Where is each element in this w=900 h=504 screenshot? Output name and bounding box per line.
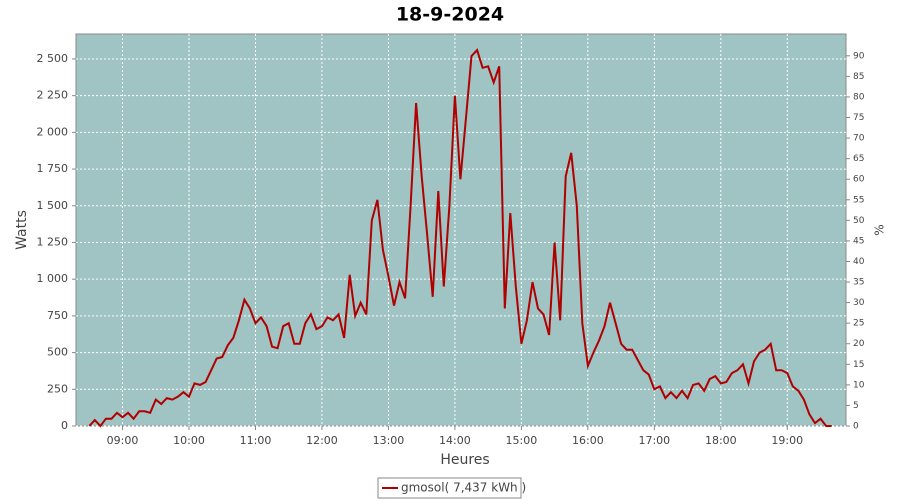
y-tick-label: 0 xyxy=(61,419,68,432)
legend-label: gmosol( 7,437 kWh ) xyxy=(401,481,526,495)
y2-tick-label: 50 xyxy=(853,216,865,226)
x-tick-label: 12:00 xyxy=(306,434,338,447)
y2-tick-label: 65 xyxy=(853,154,864,164)
y2-axis-label: % xyxy=(873,224,887,235)
x-axis-label: Heures xyxy=(440,452,489,468)
y2-tick-label: 90 xyxy=(853,51,865,61)
y-tick-label: 1 250 xyxy=(37,235,69,248)
x-tick-label: 14:00 xyxy=(439,434,471,447)
y2-tick-label: 10 xyxy=(853,380,865,390)
y2-tick-label: 55 xyxy=(853,195,864,205)
y-tick-label: 1 000 xyxy=(37,272,69,285)
y2-tick-label: 70 xyxy=(853,134,865,144)
y2-tick-label: 20 xyxy=(853,339,865,349)
x-tick-label: 15:00 xyxy=(506,434,538,447)
y2-tick-label: 75 xyxy=(853,113,864,123)
legend-box xyxy=(377,477,522,499)
y2-tick-label: 0 xyxy=(853,422,859,432)
y2-tick-label: 85 xyxy=(853,72,864,82)
y2-tick-label: 60 xyxy=(853,175,865,185)
y-tick-label: 2 500 xyxy=(37,52,69,65)
x-tick-label: 18:00 xyxy=(705,434,737,447)
y2-tick-label: 5 xyxy=(853,401,859,411)
y2-tick-label: 30 xyxy=(853,298,865,308)
series-line xyxy=(88,48,832,428)
x-tick-label: 13:00 xyxy=(373,434,405,447)
y2-tick-label: 15 xyxy=(853,360,864,370)
y-tick-label: 2 000 xyxy=(37,125,69,138)
y-tick-label: 500 xyxy=(47,346,68,359)
y-tick-label: 250 xyxy=(47,382,68,395)
y2-tick-label: 45 xyxy=(853,236,864,246)
x-tick-label: 10:00 xyxy=(173,434,205,447)
y2-tick-label: 40 xyxy=(853,257,865,267)
y-tick-label: 1 500 xyxy=(37,199,69,212)
y2-tick-label: 35 xyxy=(853,278,864,288)
y-tick-label: 2 250 xyxy=(37,89,69,102)
y2-tick-label: 80 xyxy=(853,92,865,102)
x-tick-label: 11:00 xyxy=(240,434,272,447)
y-tick-label: 750 xyxy=(47,309,68,322)
plot-area xyxy=(75,33,847,427)
x-tick-label: 19:00 xyxy=(771,434,803,447)
chart-title: 18-9-2024 xyxy=(396,4,504,26)
y2-tick-label: 25 xyxy=(853,319,864,329)
x-tick-label: 16:00 xyxy=(572,434,604,447)
x-tick-label: 17:00 xyxy=(638,434,670,447)
x-tick-label: 09:00 xyxy=(107,434,139,447)
y-tick-label: 1 750 xyxy=(37,162,69,175)
y-axis-label: Watts xyxy=(14,210,30,250)
